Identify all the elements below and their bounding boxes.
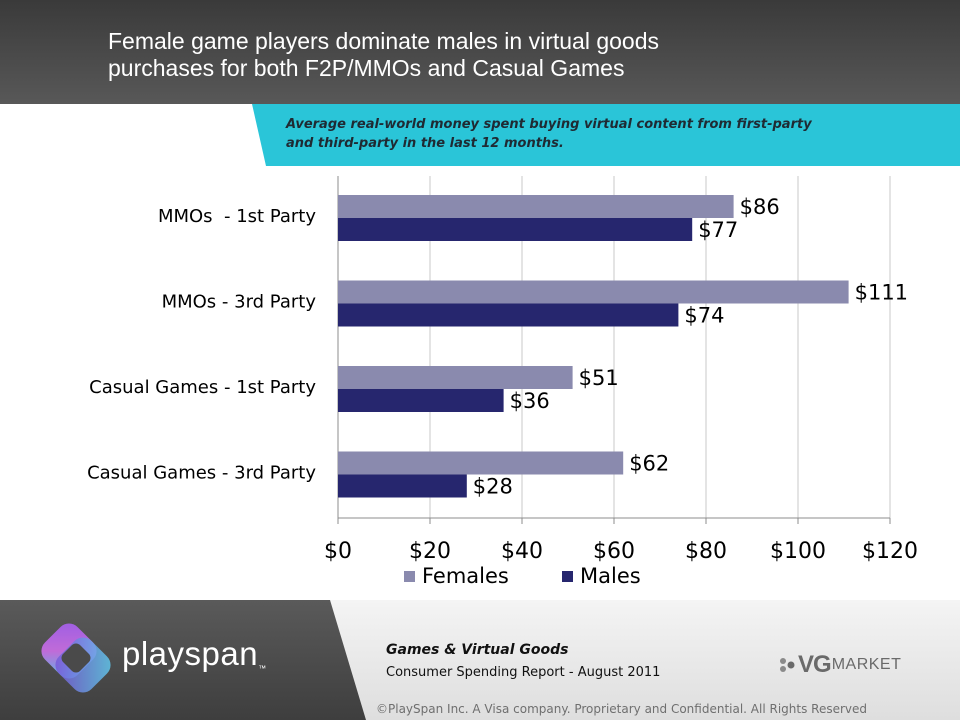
bar-females (338, 451, 624, 475)
data-label: $36 (510, 389, 550, 413)
category-label: MMOs - 1st Party (158, 206, 316, 227)
page-title: Female game players dominate males in vi… (108, 28, 808, 82)
bar-males (338, 218, 693, 241)
x-tick-label: $60 (593, 539, 635, 564)
brand-name-text: playspan (122, 635, 259, 672)
x-tick-label: $120 (862, 539, 918, 564)
playspan-logo-icon (41, 623, 111, 693)
bar-chart-svg: $0 $20 $40 $60 $80 $100 $120 MMOs - 1st Party $8… (87, 176, 918, 588)
data-label: $62 (629, 452, 669, 476)
category-label: MMOs - 3rd Party (162, 292, 317, 313)
vgmarket-logo: VG MARKET (778, 651, 902, 678)
subtitle-banner: Average real-world money spent buying vi… (252, 104, 960, 166)
bar-females (338, 280, 849, 304)
brand-name: playspan™ (122, 635, 267, 673)
bar-males (338, 389, 504, 412)
data-label: $111 (855, 281, 908, 305)
report-subtitle: Consumer Spending Report - August 2011 (386, 665, 661, 680)
legend-swatch-females (404, 571, 415, 582)
vgmarket-logo-vg: VG (798, 651, 832, 678)
trademark-symbol: ™ (258, 664, 267, 673)
bar-females (338, 195, 734, 218)
legend-label-males: Males (580, 564, 641, 588)
bar-chart: $0 $20 $40 $60 $80 $100 $120 MMOs - 1st Party $8… (0, 166, 960, 600)
x-tick-label: $80 (685, 539, 727, 564)
bar-males (338, 474, 467, 498)
legend-label-females: Females (422, 564, 509, 588)
vgmarket-dots-icon (780, 658, 795, 672)
chart-subtitle-line-1: Average real-world money spent buying vi… (286, 117, 812, 132)
x-tick-label: $0 (324, 539, 352, 564)
data-label: $28 (473, 475, 513, 499)
data-label: $74 (684, 304, 724, 328)
bar-males (338, 303, 679, 327)
category-label: Casual Games - 1st Party (89, 377, 316, 398)
footer-light-panel (330, 600, 960, 720)
page-title-line-1: Female game players dominate males in vi… (108, 28, 659, 54)
header-banner: Female game players dominate males in vi… (0, 0, 960, 104)
x-tick-label: $20 (409, 539, 451, 564)
chart-subtitle-line-2: and third-party in the last 12 months. (286, 136, 564, 151)
category-label: Casual Games - 3rd Party (87, 463, 316, 484)
data-label: $86 (740, 195, 780, 219)
x-tick-label: $40 (501, 539, 543, 564)
data-label: $51 (579, 366, 619, 390)
bar-females (338, 366, 573, 389)
chart-subtitle: Average real-world money spent buying vi… (286, 115, 946, 153)
x-tick-label: $100 (770, 539, 826, 564)
vgmarket-logo-market: MARKET (831, 656, 902, 673)
report-title: Games & Virtual Goods (386, 642, 569, 658)
legend-swatch-males (562, 571, 573, 582)
page-title-line-2: purchases for both F2P/MMOs and Casual G… (108, 55, 625, 81)
data-label: $77 (698, 218, 738, 242)
copyright-notice: ©PlaySpan Inc. A Visa company. Proprieta… (376, 702, 868, 716)
